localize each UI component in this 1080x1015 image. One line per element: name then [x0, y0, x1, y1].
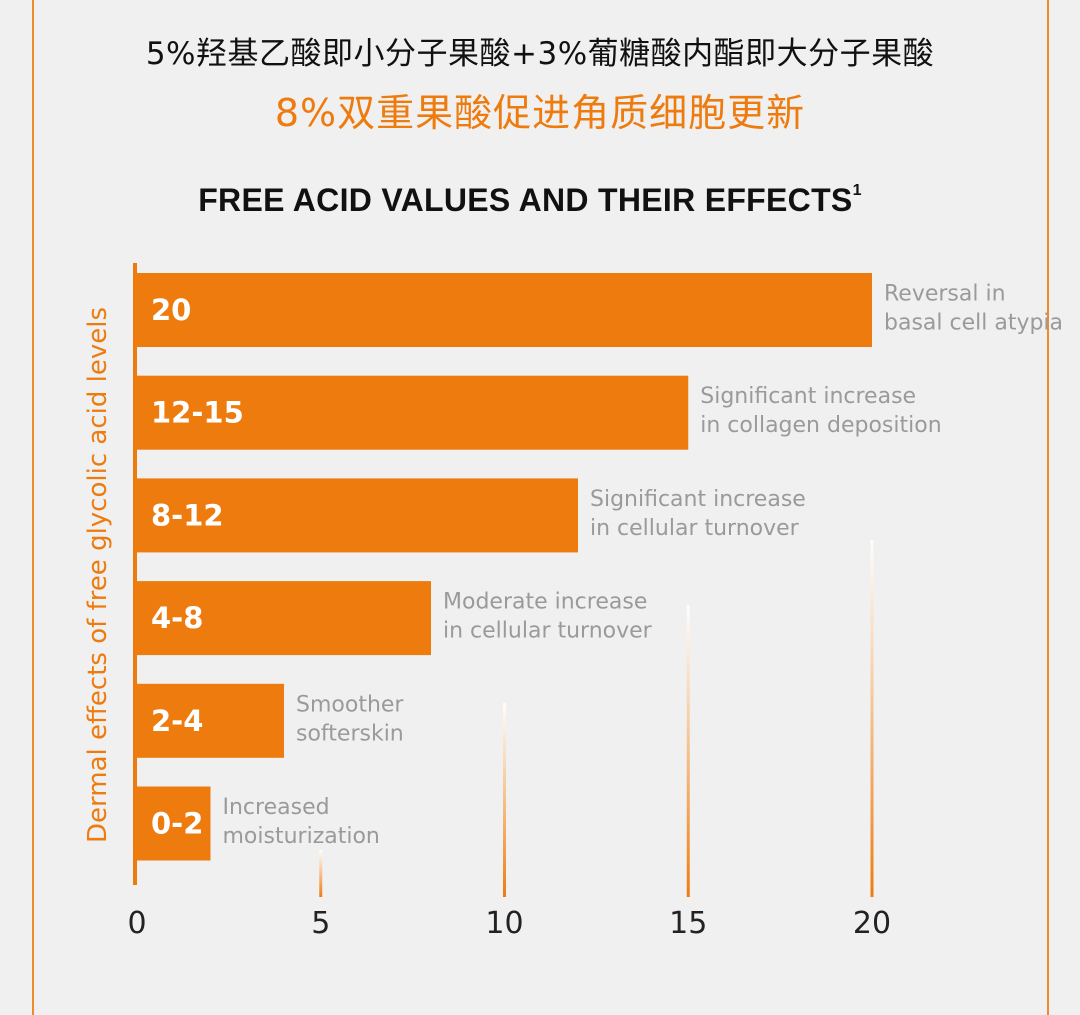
y-axis-line	[133, 263, 137, 885]
bar-20	[137, 273, 872, 347]
guide-line-20	[870, 540, 874, 897]
bar-label-12-15: 12-15	[151, 396, 244, 430]
effect-label-4-8-line-2: in cellular turnover	[443, 619, 653, 644]
bar-4-8	[137, 581, 431, 656]
effect-label-20-line-1: Reversal in	[884, 282, 1006, 307]
effect-label-4-8-line-1: Moderate increase	[443, 590, 647, 615]
x-tick-label-5: 5	[311, 906, 330, 941]
headline-text: 8%双重果酸促进角质细胞更新	[274, 91, 806, 135]
subtitle-text: 5%羟基乙酸即小分子果酸+3%葡糖酸内酯即大分子果酸	[145, 36, 935, 72]
x-tick-label-20: 20	[853, 906, 891, 941]
guide-line-15	[686, 605, 690, 897]
effect-label-20-line-2: basal cell atypia	[884, 311, 1063, 336]
bar-2-4	[137, 683, 284, 758]
bar-label-20: 20	[151, 293, 191, 327]
effect-label-0-2-line-1: Increased	[223, 795, 330, 820]
bar-label-2-4: 2-4	[151, 704, 203, 738]
guide-line-10	[503, 703, 506, 897]
effect-label-8-12-line-2: in cellular turnover	[590, 516, 800, 541]
effect-label-2-4-line-2: softerskin	[296, 721, 404, 746]
bar-12-15	[137, 375, 689, 450]
guide-line-5	[319, 850, 323, 897]
frame-left-border	[32, 0, 34, 1015]
effect-label-12-15-line-2: in collagen deposition	[700, 413, 941, 438]
bar-label-8-12: 8-12	[151, 498, 224, 532]
bar-label-0-2: 0-2	[151, 807, 203, 841]
chart-title-text: FREE ACID VALUES AND THEIR EFFECTS	[198, 182, 853, 218]
effect-label-8-12-line-1: Significant increase	[590, 487, 806, 512]
bar-0-2	[137, 786, 211, 861]
chart-title-footnote: 1	[852, 182, 862, 200]
bar-label-4-8: 4-8	[151, 601, 203, 635]
effect-label-0-2-line-2: moisturization	[223, 824, 380, 849]
y-axis-title: Dermal effects of free glycolic acid lev…	[83, 307, 113, 843]
x-tick-label-15: 15	[669, 906, 707, 941]
frame-right-border	[1047, 0, 1049, 1015]
chart-title: FREE ACID VALUES AND THEIR EFFECTS1	[0, 182, 1060, 219]
x-tick-label-0: 0	[127, 906, 146, 941]
effect-label-2-4-line-1: Smoother	[296, 692, 404, 717]
effect-label-12-15-line-1: Significant increase	[700, 384, 916, 409]
bar-8-12	[137, 478, 578, 553]
x-tick-label-10: 10	[485, 906, 523, 941]
